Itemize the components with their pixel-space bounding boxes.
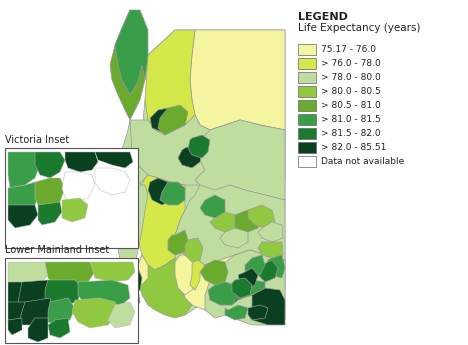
Polygon shape bbox=[168, 230, 188, 255]
Bar bbox=[298, 156, 316, 167]
Polygon shape bbox=[210, 212, 235, 232]
Text: > 80.5 - 81.0: > 80.5 - 81.0 bbox=[321, 101, 381, 110]
Polygon shape bbox=[115, 10, 148, 95]
Polygon shape bbox=[8, 282, 30, 308]
Polygon shape bbox=[18, 280, 55, 308]
Polygon shape bbox=[125, 268, 142, 295]
Polygon shape bbox=[45, 280, 82, 308]
Polygon shape bbox=[238, 268, 258, 288]
Polygon shape bbox=[118, 185, 148, 275]
Polygon shape bbox=[8, 318, 22, 335]
Polygon shape bbox=[190, 258, 205, 290]
Polygon shape bbox=[90, 262, 135, 282]
Polygon shape bbox=[258, 260, 278, 282]
Polygon shape bbox=[185, 238, 203, 262]
Text: > 78.0 - 80.0: > 78.0 - 80.0 bbox=[321, 73, 381, 82]
Bar bbox=[298, 128, 316, 139]
Polygon shape bbox=[8, 262, 48, 288]
Polygon shape bbox=[190, 30, 285, 130]
Polygon shape bbox=[188, 135, 210, 158]
Text: Life Expectancy (years): Life Expectancy (years) bbox=[298, 23, 421, 33]
Text: Victoria Inset: Victoria Inset bbox=[5, 135, 69, 145]
Polygon shape bbox=[178, 145, 202, 168]
Polygon shape bbox=[138, 258, 192, 318]
Polygon shape bbox=[8, 152, 40, 188]
Polygon shape bbox=[232, 278, 252, 298]
Polygon shape bbox=[160, 182, 185, 205]
Polygon shape bbox=[48, 298, 75, 325]
Text: LEGEND: LEGEND bbox=[298, 12, 348, 22]
Polygon shape bbox=[130, 115, 285, 185]
Polygon shape bbox=[62, 198, 88, 222]
Bar bbox=[298, 142, 316, 153]
Polygon shape bbox=[205, 250, 285, 325]
Text: > 76.0 - 78.0: > 76.0 - 78.0 bbox=[321, 59, 381, 68]
Bar bbox=[298, 100, 316, 111]
Polygon shape bbox=[118, 120, 148, 190]
Text: > 82.0 - 85.51: > 82.0 - 85.51 bbox=[321, 143, 387, 152]
Polygon shape bbox=[158, 105, 188, 135]
Polygon shape bbox=[265, 255, 285, 278]
Polygon shape bbox=[95, 168, 130, 195]
Polygon shape bbox=[35, 178, 65, 208]
Text: 75.17 - 76.0: 75.17 - 76.0 bbox=[321, 45, 376, 54]
Bar bbox=[298, 114, 316, 125]
Polygon shape bbox=[120, 222, 135, 240]
Polygon shape bbox=[138, 175, 185, 270]
Polygon shape bbox=[248, 305, 268, 320]
Polygon shape bbox=[72, 298, 118, 328]
Polygon shape bbox=[235, 210, 258, 232]
Polygon shape bbox=[8, 182, 40, 210]
Polygon shape bbox=[175, 255, 200, 295]
Polygon shape bbox=[110, 10, 148, 120]
Polygon shape bbox=[78, 280, 130, 310]
Polygon shape bbox=[200, 260, 228, 285]
Polygon shape bbox=[45, 262, 95, 285]
Polygon shape bbox=[62, 172, 95, 202]
Bar bbox=[298, 72, 316, 83]
Polygon shape bbox=[48, 318, 70, 338]
Text: > 81.0 - 81.5: > 81.0 - 81.5 bbox=[321, 115, 381, 124]
Bar bbox=[5, 148, 138, 248]
Polygon shape bbox=[245, 255, 265, 278]
Polygon shape bbox=[232, 280, 265, 300]
Polygon shape bbox=[200, 195, 225, 218]
Polygon shape bbox=[178, 250, 285, 318]
Bar bbox=[298, 58, 316, 69]
Bar bbox=[298, 44, 316, 55]
Polygon shape bbox=[195, 120, 285, 200]
Polygon shape bbox=[35, 152, 65, 178]
Polygon shape bbox=[148, 178, 175, 205]
Polygon shape bbox=[225, 305, 248, 320]
Polygon shape bbox=[208, 282, 238, 305]
Bar bbox=[298, 86, 316, 97]
Bar bbox=[5, 258, 138, 343]
Polygon shape bbox=[138, 30, 285, 315]
Polygon shape bbox=[145, 30, 195, 135]
Polygon shape bbox=[150, 108, 175, 132]
Polygon shape bbox=[108, 302, 135, 328]
Polygon shape bbox=[65, 152, 98, 172]
Polygon shape bbox=[215, 290, 238, 305]
Polygon shape bbox=[20, 298, 52, 325]
Polygon shape bbox=[258, 222, 283, 242]
Polygon shape bbox=[115, 10, 142, 95]
Polygon shape bbox=[248, 205, 275, 228]
Polygon shape bbox=[220, 228, 248, 248]
Polygon shape bbox=[258, 242, 283, 258]
Text: Lower Mainland Inset: Lower Mainland Inset bbox=[5, 245, 109, 255]
Text: > 80.0 - 80.5: > 80.0 - 80.5 bbox=[321, 87, 381, 96]
Polygon shape bbox=[125, 290, 140, 310]
Polygon shape bbox=[95, 152, 133, 168]
Text: > 81.5 - 82.0: > 81.5 - 82.0 bbox=[321, 129, 380, 138]
Polygon shape bbox=[28, 318, 48, 342]
Polygon shape bbox=[8, 302, 28, 325]
Polygon shape bbox=[175, 185, 285, 265]
Text: Data not available: Data not available bbox=[321, 157, 404, 166]
Polygon shape bbox=[38, 202, 62, 225]
Polygon shape bbox=[252, 288, 285, 325]
Polygon shape bbox=[8, 205, 38, 228]
Polygon shape bbox=[135, 255, 148, 285]
